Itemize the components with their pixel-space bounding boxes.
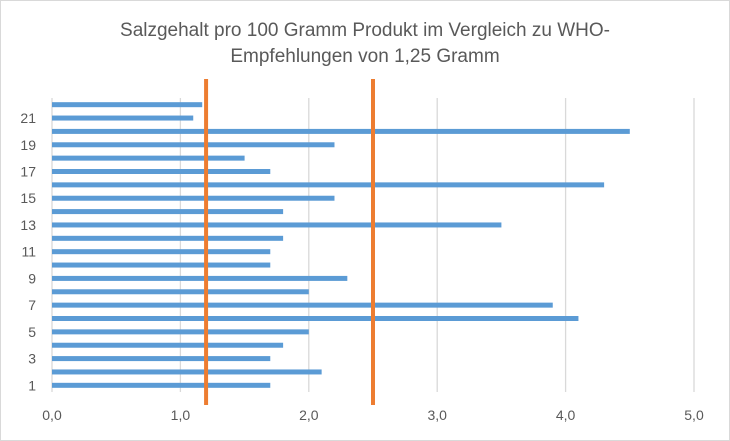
y-tick-label: 3 bbox=[28, 351, 36, 367]
bar bbox=[52, 195, 335, 201]
y-tick-label: 17 bbox=[20, 164, 36, 180]
y-tick-label: 5 bbox=[28, 324, 36, 340]
bar bbox=[52, 249, 271, 255]
x-tick-label: 2,0 bbox=[299, 407, 319, 423]
bar bbox=[52, 369, 322, 375]
x-tick-label: 4,0 bbox=[556, 407, 576, 423]
bar bbox=[52, 209, 284, 215]
chart-title: Salzgehalt pro 100 Gramm Produkt im Verg… bbox=[0, 18, 730, 70]
bar bbox=[52, 302, 553, 308]
bar bbox=[52, 115, 194, 121]
y-tick-label: 21 bbox=[20, 110, 36, 126]
chart-title-line-2: Empfehlungen von 1,25 Gramm bbox=[230, 46, 500, 67]
chart-title-line-1: Salzgehalt pro 100 Gramm Produkt im Verg… bbox=[120, 20, 610, 41]
bar bbox=[52, 235, 284, 241]
bar bbox=[52, 142, 335, 148]
bar bbox=[52, 356, 271, 362]
y-tick-label: 19 bbox=[20, 137, 36, 153]
x-tick-label: 5,0 bbox=[684, 407, 704, 423]
y-tick-label: 1 bbox=[28, 377, 36, 393]
y-tick-label: 15 bbox=[20, 190, 36, 206]
bar bbox=[52, 169, 271, 174]
bar bbox=[52, 342, 284, 348]
bar bbox=[52, 182, 605, 188]
bar bbox=[52, 275, 348, 281]
bar bbox=[52, 262, 271, 268]
y-tick-label: 7 bbox=[28, 297, 36, 313]
bar bbox=[52, 329, 309, 335]
bar bbox=[52, 289, 309, 295]
x-tick-label: 0,0 bbox=[42, 407, 62, 423]
y-tick-label: 9 bbox=[28, 270, 36, 286]
bar bbox=[52, 155, 245, 161]
bar bbox=[52, 128, 630, 134]
y-tick-label: 11 bbox=[21, 244, 36, 260]
x-tick-label: 1,0 bbox=[171, 407, 191, 423]
bar bbox=[52, 316, 579, 321]
x-tick-label: 3,0 bbox=[427, 407, 447, 423]
bar bbox=[52, 382, 271, 388]
y-tick-label: 13 bbox=[20, 217, 36, 233]
bar bbox=[52, 222, 502, 228]
bar bbox=[52, 102, 203, 108]
